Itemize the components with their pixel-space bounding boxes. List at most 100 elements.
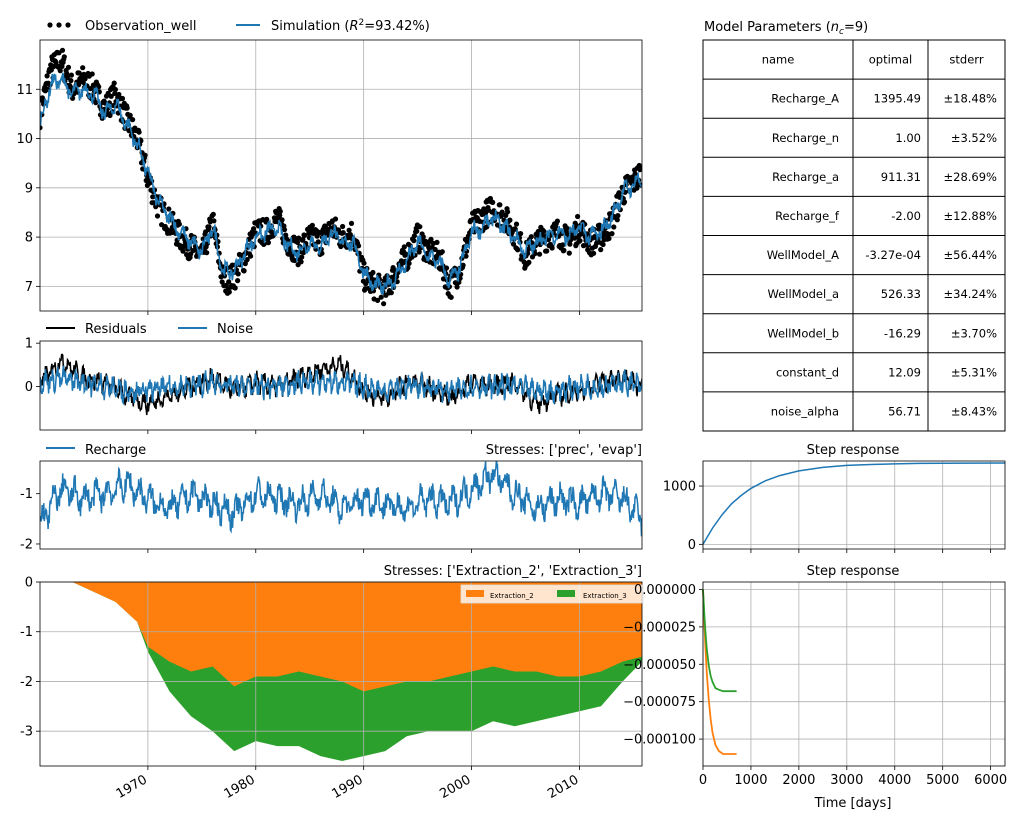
legend-noise-label: Noise xyxy=(217,322,253,337)
legend-obs-dot xyxy=(56,22,62,28)
observation-point xyxy=(497,202,503,208)
observation-point xyxy=(616,190,622,196)
observation-point xyxy=(528,234,534,240)
observation-point xyxy=(632,171,638,177)
observation-point xyxy=(89,71,95,77)
observation-point xyxy=(261,241,267,247)
extraction-axes: -3 -2 -1 0 1970 1980 1990 2000 2010 xyxy=(20,576,643,802)
observation-point xyxy=(615,213,621,219)
params-cell: WellModel_b xyxy=(767,326,839,340)
observation-point xyxy=(226,289,232,295)
observation-point xyxy=(566,250,572,256)
extraction-ytick-label: 0 xyxy=(25,576,33,591)
observation-point xyxy=(294,239,301,245)
noise-line xyxy=(40,364,642,406)
observation-point xyxy=(549,245,555,251)
observation-point xyxy=(206,224,212,230)
params-cell: ±34.24% xyxy=(944,287,998,301)
observation-point xyxy=(283,232,289,238)
observation-point xyxy=(439,249,445,255)
params-cell: constant_d xyxy=(776,365,839,379)
params-table: name optimal stderr Recharge_A 1395.49 ±18.48… xyxy=(702,39,1006,432)
step2-xtick-label: 4000 xyxy=(878,773,911,788)
observation-point xyxy=(64,70,70,77)
observation-point xyxy=(235,271,241,277)
params-cell: -16.29 xyxy=(884,326,921,340)
recharge-axes: -2 -1 xyxy=(20,460,643,553)
observation-point xyxy=(388,290,394,296)
params-cell: 911.31 xyxy=(881,170,921,184)
extraction-ytick-label: -3 xyxy=(20,725,33,740)
heads-ytick-label: 9 xyxy=(25,181,33,196)
extraction-xtick-label: 1970 xyxy=(114,772,150,802)
observation-point xyxy=(414,228,420,234)
observation-point xyxy=(112,86,118,93)
step2-xtick-label: 3000 xyxy=(830,773,863,788)
params-cell: 1395.49 xyxy=(873,92,921,106)
legend-sim-r: R xyxy=(349,19,358,34)
observation-point xyxy=(428,236,434,242)
heads-ytick-label: 8 xyxy=(25,231,33,246)
observation-point xyxy=(87,86,93,92)
observation-point xyxy=(248,253,254,259)
observation-point xyxy=(411,238,417,244)
params-cell: Recharge_a xyxy=(772,170,839,184)
step-extraction-3-line xyxy=(702,589,737,693)
observation-point xyxy=(264,216,270,222)
observation-point xyxy=(124,105,130,111)
observation-point xyxy=(80,65,86,71)
heads-axes: 7 8 9 10 11 xyxy=(16,39,643,315)
observation-point xyxy=(507,217,513,223)
observation-point xyxy=(510,241,517,247)
params-cell: ±3.52% xyxy=(951,131,997,145)
observation-point xyxy=(567,241,573,247)
residuals-ytick-label: 0 xyxy=(25,380,33,395)
observation-point xyxy=(204,250,210,256)
observation-point xyxy=(154,213,161,219)
observation-point xyxy=(411,233,417,239)
params-cell: Recharge_n xyxy=(772,131,839,145)
params-cell: 56.71 xyxy=(888,404,921,418)
observation-point xyxy=(600,241,606,248)
observation-point xyxy=(130,117,136,123)
heads-ytick-label: 11 xyxy=(16,83,33,98)
extraction-xtick-label: 1980 xyxy=(222,772,258,802)
step2-ytick-label: −0.000100 xyxy=(623,733,696,748)
observation-point xyxy=(577,238,583,244)
observation-point xyxy=(454,284,460,290)
observation-point xyxy=(265,240,271,246)
params-cell: ±8.43% xyxy=(951,404,997,418)
step-response-title-1: Step response xyxy=(807,443,900,458)
legend-recharge-label: Recharge xyxy=(85,443,146,458)
step1-frame xyxy=(702,460,1006,550)
observation-point xyxy=(403,251,409,257)
step2-xtick-label: 2000 xyxy=(782,773,815,788)
observation-point xyxy=(142,152,148,158)
observation-point xyxy=(513,221,520,227)
observation-point xyxy=(59,63,65,69)
legend-obs-dot xyxy=(47,22,53,28)
extraction-frame xyxy=(39,581,643,767)
observation-point xyxy=(591,250,597,256)
observation-point xyxy=(279,217,285,223)
observation-point xyxy=(537,251,543,257)
observation-point xyxy=(420,234,426,240)
extraction-xtick-label: 2000 xyxy=(437,772,473,802)
observation-point xyxy=(361,260,367,266)
observation-point xyxy=(340,223,346,230)
observation-point xyxy=(119,95,126,102)
observation-point xyxy=(375,297,381,303)
recharge-frame xyxy=(39,460,643,550)
observation-point xyxy=(481,206,487,212)
observation-point xyxy=(65,64,72,70)
observation-point xyxy=(463,253,469,259)
params-cell: noise_alpha xyxy=(771,404,839,418)
legend-observation-label: Observation_well xyxy=(85,19,197,34)
observation-point xyxy=(378,294,384,300)
step2-xtick-label: 0 xyxy=(699,773,707,788)
observation-point xyxy=(107,112,113,119)
observation-point xyxy=(363,281,369,287)
observation-point xyxy=(302,232,308,238)
observation-point xyxy=(554,218,561,224)
